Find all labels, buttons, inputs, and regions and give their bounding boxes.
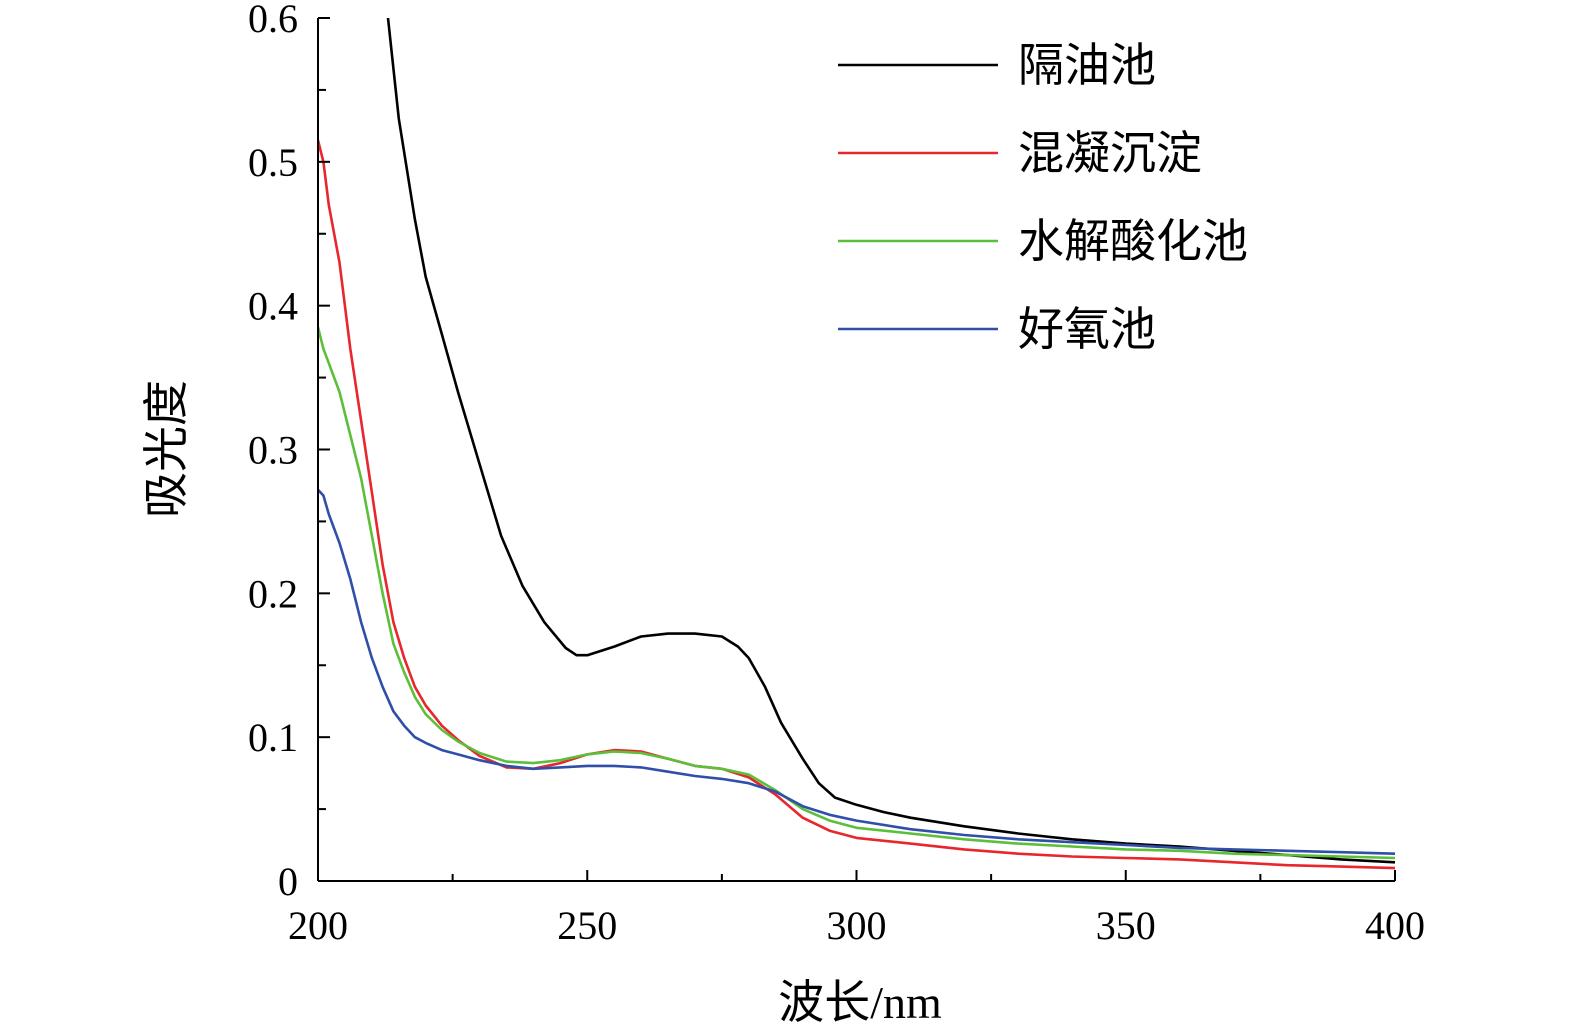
legend-label-1: 隔油池 <box>1018 40 1156 91</box>
y-tick-label: 0.4 <box>248 284 298 329</box>
x-tick-label: 200 <box>288 903 348 948</box>
y-tick-label: 0.6 <box>248 0 298 41</box>
y-ticks: 0 0.1 0.2 0.3 0.4 0.5 0.6 <box>248 0 330 904</box>
legend-label-3: 水解酸化池 <box>1018 216 1248 267</box>
y-tick-label: 0 <box>278 859 298 904</box>
x-tick-label: 250 <box>557 903 617 948</box>
y-tick-label: 0.2 <box>248 571 298 616</box>
series-line-2 <box>318 139 1395 870</box>
y-axis-title: 吸光度 <box>141 380 192 518</box>
series-line-4 <box>318 488 1395 856</box>
x-tick-label: 400 <box>1365 903 1425 948</box>
y-tick-label: 0.1 <box>248 715 298 760</box>
axes <box>317 18 1395 882</box>
series-lines <box>318 18 1395 870</box>
y-tick-label: 0.3 <box>248 428 298 473</box>
x-ticks: 200 250 300 350 400 <box>288 870 1425 948</box>
x-tick-label: 300 <box>827 903 887 948</box>
series-line-3 <box>318 325 1395 860</box>
y-tick-label: 0.5 <box>248 140 298 185</box>
x-tick-label: 350 <box>1096 903 1156 948</box>
legend-label-2: 混凝沉淀 <box>1018 128 1202 179</box>
series-line-1 <box>386 18 1395 864</box>
legend-label-4: 好氧池 <box>1018 304 1156 355</box>
x-axis-title: 波长/nm <box>778 977 942 1028</box>
